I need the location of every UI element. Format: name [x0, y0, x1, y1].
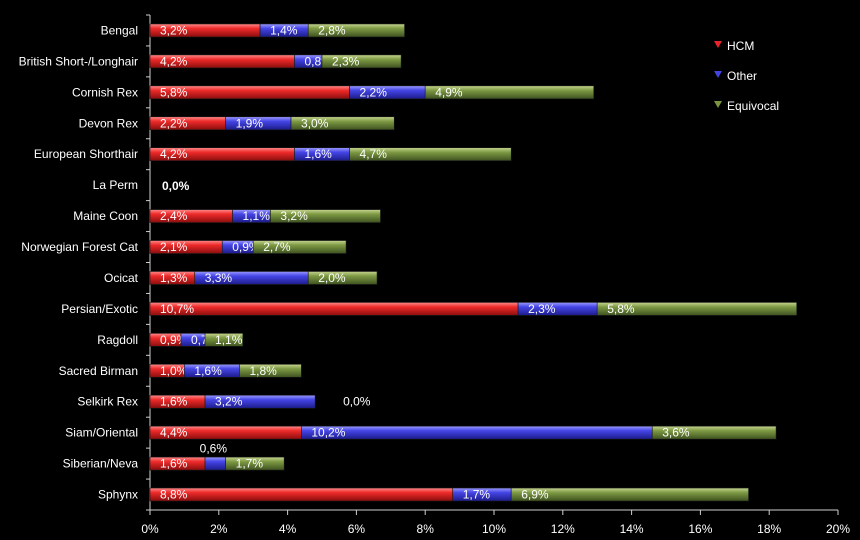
bar-segment-equivocal	[204, 333, 244, 347]
data-label: 1,9%	[236, 116, 264, 130]
data-label: 2,1%	[160, 240, 188, 254]
data-label: 3,2%	[280, 209, 308, 223]
data-label: 5,8%	[607, 302, 635, 316]
data-label: 4,2%	[160, 54, 188, 68]
data-label: 3,2%	[160, 23, 188, 37]
category-label: Ocicat	[104, 271, 139, 285]
data-label: 4,4%	[160, 426, 188, 440]
data-label: 4,7%	[360, 147, 388, 161]
category-label: Sacred Birman	[59, 364, 138, 378]
category-label: Sphynx	[98, 488, 138, 502]
data-label: 3,3%	[205, 271, 233, 285]
bar-segment-equivocal	[270, 209, 381, 223]
bar-segment-other	[204, 456, 226, 471]
data-label: 1,6%	[194, 364, 222, 378]
category-label: Bengal	[101, 23, 138, 37]
bar-segment-equivocal	[321, 54, 402, 69]
legend-label: Other	[727, 69, 757, 83]
data-label: 2,2%	[360, 85, 388, 99]
x-tick-label: 8%	[417, 522, 435, 536]
legend-marker	[714, 101, 722, 108]
category-labels: Bengal British Short-/Longhair Cornish Rex…	[19, 23, 139, 501]
data-label: 1,0%	[160, 364, 188, 378]
x-tick-label: 14%	[620, 522, 644, 536]
data-label: 3,0%	[301, 116, 329, 130]
category-label: Ragdoll	[97, 333, 138, 347]
x-axis-ticks: 0% 2% 4% 6% 8% 10% 12% 14% 16% 18% 20%	[141, 510, 850, 536]
data-label: 2,8%	[318, 23, 346, 37]
bar-segment-equivocal	[252, 240, 347, 254]
bar-segment-equivocal	[225, 456, 285, 471]
x-tick-label: 10%	[482, 522, 506, 536]
data-label: 2,3%	[332, 54, 360, 68]
bar-segment-equivocal	[510, 487, 749, 502]
bar-segment-equivocal	[651, 425, 777, 440]
category-label: Siberian/Neva	[63, 457, 139, 471]
category-label: La Perm	[93, 178, 138, 192]
category-label: Maine Coon	[73, 209, 138, 223]
x-tick-label: 2%	[210, 522, 228, 536]
data-label: 1,3%	[160, 271, 188, 285]
data-label: 1,6%	[160, 395, 188, 409]
data-label: 1,1%	[243, 209, 271, 223]
x-tick-label: 16%	[688, 522, 712, 536]
data-label: 2,3%	[528, 302, 556, 316]
legend-marker	[714, 71, 722, 78]
data-label: 3,6%	[662, 426, 690, 440]
bar-segment-equivocal	[596, 302, 798, 316]
x-tick-label: 4%	[279, 522, 297, 536]
category-label: European Shorthair	[34, 147, 138, 161]
data-label: 0,6%	[200, 442, 228, 456]
data-label: 6,9%	[521, 488, 549, 502]
data-label: 0,0%	[162, 179, 190, 193]
category-label: Devon Rex	[79, 116, 138, 130]
bar-segment-equivocal	[307, 271, 378, 285]
bar-segment-equivocal	[290, 116, 395, 131]
category-label: Siam/Oriental	[65, 426, 138, 440]
data-label: 4,2%	[160, 147, 188, 161]
data-label: 1,7%	[463, 488, 491, 502]
data-label: 4,9%	[435, 85, 463, 99]
x-tick-label: 20%	[826, 522, 850, 536]
category-label: Persian/Exotic	[61, 302, 138, 316]
data-label: 1,7%	[236, 457, 264, 471]
legend-marker	[714, 41, 722, 48]
data-label: 1,8%	[249, 364, 277, 378]
category-label: Norwegian Forest Cat	[21, 240, 138, 254]
bar-segment-equivocal	[239, 363, 302, 378]
data-label: 1,6%	[160, 457, 188, 471]
plot-area: 3,2% 1,4% 2,8%4,2% 0,8% 2,3%5,8% 2,2% 4,9%2,2%…	[146, 14, 838, 511]
data-label: 10,2%	[311, 426, 345, 440]
legend-label: HCM	[727, 39, 754, 53]
data-label: 1,4%	[270, 23, 298, 37]
data-label: 1,6%	[304, 147, 332, 161]
data-label: 8,8%	[160, 488, 188, 502]
bar-segment-hcm	[149, 487, 454, 502]
bar-segment-equivocal	[424, 85, 595, 100]
category-label: British Short-/Longhair	[19, 54, 138, 68]
data-label: 0,0%	[343, 395, 371, 409]
x-tick-label: 18%	[757, 522, 781, 536]
bar-segment-other	[204, 394, 316, 409]
legend: HCM Other Equivocal	[714, 39, 779, 113]
data-label: 2,2%	[160, 116, 188, 130]
category-label: Cornish Rex	[72, 85, 138, 99]
x-tick-label: 12%	[551, 522, 575, 536]
data-label: 2,4%	[160, 209, 188, 223]
legend-label: Equivocal	[727, 99, 779, 113]
data-label: 3,2%	[215, 395, 243, 409]
bar-segment-equivocal	[307, 23, 405, 38]
bar-segment-other	[301, 425, 653, 440]
data-label: 2,7%	[263, 240, 291, 254]
data-label: 2,0%	[318, 271, 346, 285]
bar-segment-hcm	[149, 302, 519, 316]
x-tick-label: 0%	[141, 522, 159, 536]
data-label: 1,1%	[215, 333, 243, 347]
category-label: Selkirk Rex	[77, 395, 138, 409]
data-label: 10,7%	[160, 302, 194, 316]
bar-segment-equivocal	[349, 147, 512, 162]
x-tick-label: 6%	[348, 522, 366, 536]
data-label: 5,8%	[160, 85, 188, 99]
